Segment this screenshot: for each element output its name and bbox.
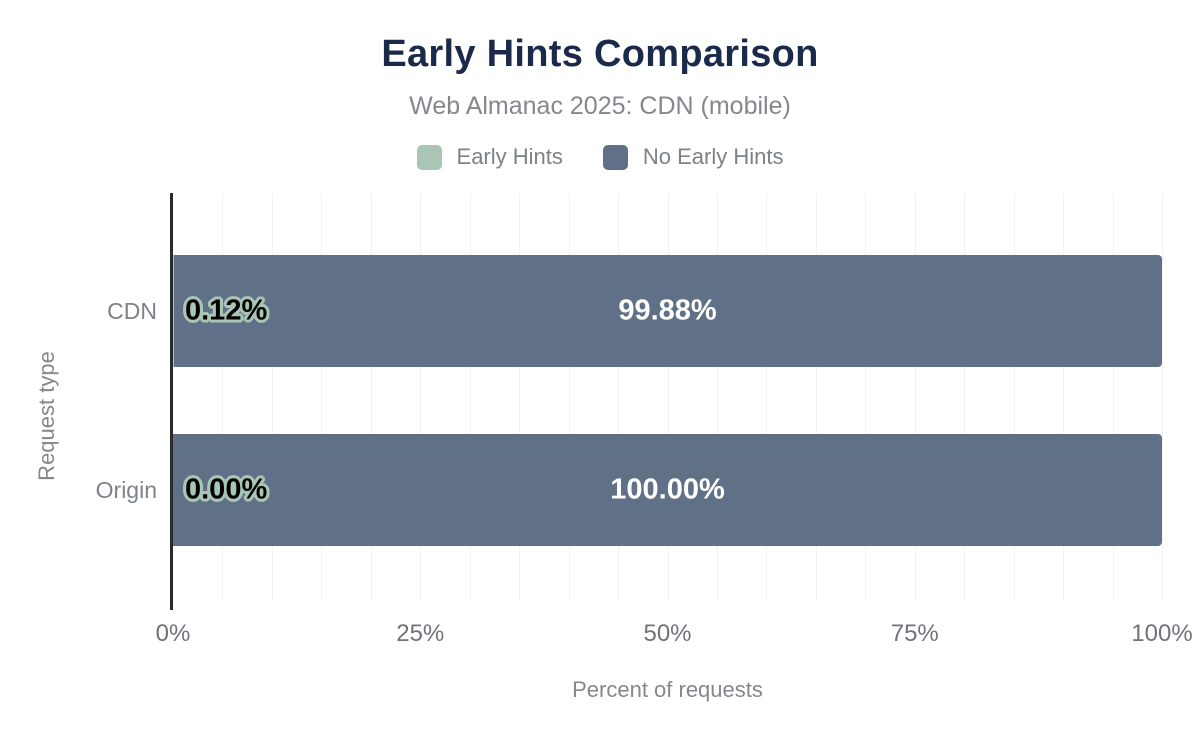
x-tick-label: 50% (643, 620, 692, 647)
bar-label-no-early-hints: 99.88% (618, 294, 717, 327)
gridline (222, 193, 224, 601)
legend-item-early-hints: Early Hints (416, 144, 563, 170)
bar-segment-no-early-hints (174, 255, 1162, 367)
gridline (716, 193, 718, 601)
chart-title: Early Hints Comparison (381, 33, 819, 75)
gridline (865, 193, 867, 601)
x-tick-label: 75% (890, 620, 939, 647)
category-label-cdn: CDN (107, 297, 157, 324)
y-axis-title: Request type (34, 351, 59, 481)
bar-row-origin: 0.00% 100.00% Origin (96, 434, 1162, 546)
x-tick-label: 25% (396, 620, 445, 647)
legend-label: No Early Hints (642, 144, 784, 169)
gridline (667, 193, 669, 601)
gridline (1112, 193, 1114, 601)
gridline (1013, 193, 1015, 601)
gridline (815, 193, 817, 601)
legend-label: Early Hints (456, 144, 563, 169)
gridline (618, 193, 620, 601)
bar-label-early-hints: 0.12% (185, 294, 268, 327)
x-tick-label: 100% (1131, 620, 1193, 647)
gridline (519, 193, 521, 601)
gridline (568, 193, 570, 601)
gridline (271, 193, 273, 601)
chart-subtitle: Web Almanac 2025: CDN (mobile) (409, 92, 791, 120)
bar-label-no-early-hints: 100.00% (610, 473, 725, 506)
plot-area: 0.12% 99.88% CDN 0.00% 100.00% Origin 0% 25% 50… (96, 193, 1193, 647)
gridline (469, 193, 471, 601)
bar-row-cdn: 0.12% 99.88% CDN (107, 255, 1162, 367)
category-label-origin: Origin (95, 476, 157, 503)
bar-segment-no-early-hints (173, 434, 1162, 546)
gridline (1162, 193, 1163, 601)
x-axis-title: Percent of requests (572, 677, 763, 702)
gridline (420, 193, 422, 601)
bar-segment-early-hints (173, 255, 175, 367)
y-axis-line (170, 193, 173, 610)
gridline (964, 193, 966, 601)
gridline (370, 193, 372, 601)
gridline (1063, 193, 1065, 601)
gridline (321, 193, 323, 601)
legend-swatch-early-hints (416, 144, 442, 170)
gridline (766, 193, 768, 601)
x-tick-label: 0% (155, 620, 191, 647)
gridline (914, 193, 916, 601)
bar-label-early-hints: 0.00% (185, 473, 268, 506)
legend-swatch-no-early-hints (602, 144, 628, 170)
legend: Early Hints No Early Hints (0, 144, 1200, 170)
legend-item-no-early-hints: No Early Hints (602, 144, 784, 170)
